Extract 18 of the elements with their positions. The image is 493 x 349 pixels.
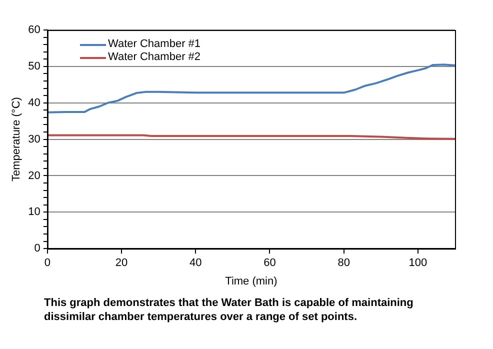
legend-label: Water Chamber #1 <box>108 38 201 51</box>
legend-label: Water Chamber #2 <box>108 51 201 64</box>
x-tick-label: 0 <box>44 257 50 270</box>
y-tick-label: 50 <box>28 60 40 72</box>
y-axis-title: Temperature (°C) <box>10 97 23 182</box>
y-tick-label: 30 <box>28 133 40 146</box>
y-tick-label: 20 <box>28 170 40 182</box>
y-tick-label: 10 <box>28 206 40 218</box>
x-tick-label: 40 <box>190 257 202 270</box>
y-tick-label: 0 <box>34 242 40 255</box>
y-tick-label: 60 <box>28 24 40 36</box>
x-tick-label: 100 <box>408 257 428 270</box>
x-tick-label: 60 <box>264 257 276 270</box>
x-tick-label: 20 <box>115 257 128 270</box>
y-tick-label: 40 <box>28 96 40 109</box>
x-axis-title: Time (min) <box>225 275 278 288</box>
text: This graph demonstrates that the Water Bath is capable of maintaining dissimilar chamber temperatures over a range of set points. <box>44 296 414 324</box>
x-tick-label: 80 <box>338 257 350 270</box>
